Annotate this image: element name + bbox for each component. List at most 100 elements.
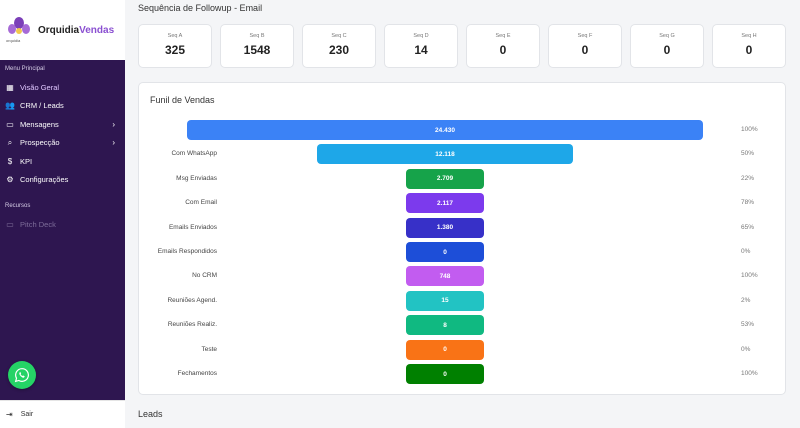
seq-card-value: 0 bbox=[745, 43, 753, 57]
funnel-bar-value: 748 bbox=[439, 272, 451, 280]
seq-card: Seq F 0 bbox=[548, 24, 622, 68]
seq-card-label: Seq H bbox=[741, 33, 757, 39]
grid-icon: ▦ bbox=[6, 82, 14, 92]
sidebar-item-kpi[interactable]: $ KPI bbox=[0, 152, 125, 171]
seq-card-value: 0 bbox=[581, 43, 589, 57]
brand-name-suffix: Vendas bbox=[79, 24, 115, 36]
funnel-bar-value: 15 bbox=[441, 297, 449, 305]
seq-card-label: Seq E bbox=[495, 33, 511, 39]
funnel-row: Fechamentos 0 100% bbox=[139, 364, 787, 384]
gear-icon: ⚙ bbox=[6, 175, 14, 185]
funnel-category-label: Emails Respondidos bbox=[157, 248, 217, 255]
funnel-row: Emails Enviados 1.380 65% bbox=[139, 217, 787, 238]
sidebar-item-crm-leads[interactable]: 👥 CRM / Leads bbox=[0, 97, 125, 116]
funnel-category-label: Com Email bbox=[185, 199, 217, 207]
seq-card: Seq A 325 bbox=[138, 24, 212, 68]
sidebar-item-label: KPI bbox=[20, 156, 33, 166]
funnel-row: Com Email 2.117 78% bbox=[139, 193, 787, 214]
funnel-bar[interactable]: 2.709 bbox=[406, 168, 484, 189]
funnel-category-label: Reuniões Agend. bbox=[167, 296, 217, 304]
nav-section-resources: Recursos bbox=[5, 203, 31, 209]
seq-card-label: Seq F bbox=[577, 33, 593, 39]
sidebar-item-label: Configurações bbox=[20, 175, 69, 185]
funnel-bar[interactable]: 0 bbox=[406, 364, 484, 384]
funnel-row: Com WhatsApp 12.118 50% bbox=[139, 144, 787, 165]
funnel-percentage: 0% bbox=[741, 345, 751, 353]
funnel-bar-value: 2.117 bbox=[437, 199, 453, 207]
sidebar-item-label: Pitch Deck bbox=[20, 219, 56, 229]
leads-title: Leads bbox=[138, 409, 163, 419]
seq-card: Seq D 14 bbox=[384, 24, 458, 68]
seq-card-label: Seq B bbox=[249, 33, 265, 39]
logout-icon: ⇥ bbox=[6, 410, 13, 419]
main-content: Sequência de Followup - Email Seq A 325 Se… bbox=[125, 0, 800, 428]
funnel-percentage: 100% bbox=[741, 272, 758, 280]
funnel-bar-value: 0 bbox=[443, 346, 447, 354]
seq-card-value: 14 bbox=[414, 43, 428, 57]
funnel-percentage: 78% bbox=[741, 199, 755, 207]
seq-card-value: 1548 bbox=[243, 43, 271, 57]
seq-card-value: 230 bbox=[328, 43, 350, 57]
funnel-bar-value: 12.118 bbox=[435, 150, 455, 158]
seq-card-value: 325 bbox=[164, 43, 186, 57]
funnel-category-label: Msg Enviadas bbox=[176, 174, 217, 182]
funnel-row: No CRM 748 100% bbox=[139, 266, 787, 287]
sidebar: orquidia OrquidiaVendas Menu Principal ▦… bbox=[0, 0, 125, 428]
funnel-bar-value: 1.380 bbox=[436, 224, 454, 232]
sidebar-item-visão-geral[interactable]: ▦ Visão Geral bbox=[0, 78, 125, 97]
funnel-category-label: Emails Enviados bbox=[168, 223, 217, 231]
whatsapp-icon bbox=[14, 368, 29, 383]
sidebar-item-pitch-deck[interactable]: ▭ Pitch Deck bbox=[0, 215, 125, 234]
seq-cards-row: Seq A 325 Seq B 1548 Seq C 230 Seq D 14 Seq E 0 Se… bbox=[138, 24, 788, 68]
dollar-icon: $ bbox=[7, 156, 13, 166]
funnel-percentage: 53% bbox=[741, 321, 755, 329]
sidebar-item-configurações[interactable]: ⚙ Configurações bbox=[0, 171, 125, 190]
seq-card-value: 0 bbox=[663, 43, 671, 57]
funnel-percentage: 100% bbox=[741, 370, 758, 377]
sidebar-nav: Menu Principal ▦ Visão Geral 👥 CRM / Leads ▭… bbox=[0, 60, 125, 400]
chevron-right-icon: › bbox=[112, 138, 115, 148]
logout-label: Sair bbox=[20, 411, 34, 418]
sidebar-item-label: CRM / Leads bbox=[20, 101, 64, 111]
funnel-bar[interactable]: 15 bbox=[406, 290, 484, 311]
logout-button[interactable]: ⇥ Sair bbox=[0, 400, 125, 428]
orchid-logo-icon: orquidia bbox=[6, 15, 30, 45]
funnel-bar[interactable]: 0 bbox=[406, 339, 484, 360]
seq-card: Seq G 0 bbox=[630, 24, 704, 68]
seq-card: Seq B 1548 bbox=[220, 24, 294, 68]
funnel-row: Reuniões Realiz. 8 53% bbox=[139, 315, 787, 336]
funnel-bar-value: 8 bbox=[443, 321, 447, 329]
funnel-bar[interactable]: 0 bbox=[406, 242, 484, 262]
funnel-row: Reuniões Agend. 15 2% bbox=[139, 290, 787, 311]
whatsapp-button[interactable] bbox=[8, 361, 36, 389]
sidebar-item-label: Visão Geral bbox=[20, 82, 60, 92]
funnel-category-label: Reuniões Realiz. bbox=[167, 321, 217, 329]
sidebar-item-prospecção[interactable]: ⌕ Prospecção › bbox=[0, 134, 125, 153]
funnel-bar-value: 2.709 bbox=[436, 175, 454, 183]
brand[interactable]: orquidia OrquidiaVendas bbox=[0, 0, 125, 60]
funnel-bar[interactable]: 2.117 bbox=[406, 193, 484, 214]
seq-card-value: 0 bbox=[499, 43, 507, 57]
funnel-percentage: 2% bbox=[741, 296, 751, 304]
message-icon: ▭ bbox=[6, 119, 14, 129]
funnel-bar[interactable]: 24.430 bbox=[187, 120, 703, 140]
sidebar-item-mensagens[interactable]: ▭ Mensagens › bbox=[0, 115, 125, 134]
logo-text: orquidia bbox=[6, 38, 21, 43]
funnel-row: Teste 0 0% bbox=[139, 339, 787, 360]
funnel-bar-value: 0 bbox=[443, 248, 447, 256]
funnel-row: Emails Respondidos 0 0% bbox=[139, 242, 787, 262]
seq-card-label: Seq D bbox=[413, 33, 429, 39]
funnel-percentage: 0% bbox=[741, 248, 751, 255]
funnel-title: Funil de Vendas bbox=[150, 95, 215, 105]
funnel-bar[interactable]: 748 bbox=[406, 266, 484, 287]
funnel-bar[interactable]: 1.380 bbox=[406, 217, 484, 238]
seq-card-label: Seq C bbox=[331, 33, 347, 39]
search-icon: ⌕ bbox=[7, 137, 13, 147]
funnel-bar[interactable]: 8 bbox=[406, 315, 484, 336]
funnel-row: Msg Enviadas 2.709 22% bbox=[139, 168, 787, 189]
funnel-bar[interactable]: 12.118 bbox=[317, 144, 573, 165]
sidebar-item-label: Prospecção bbox=[20, 138, 60, 148]
seq-card: Seq C 230 bbox=[302, 24, 376, 68]
